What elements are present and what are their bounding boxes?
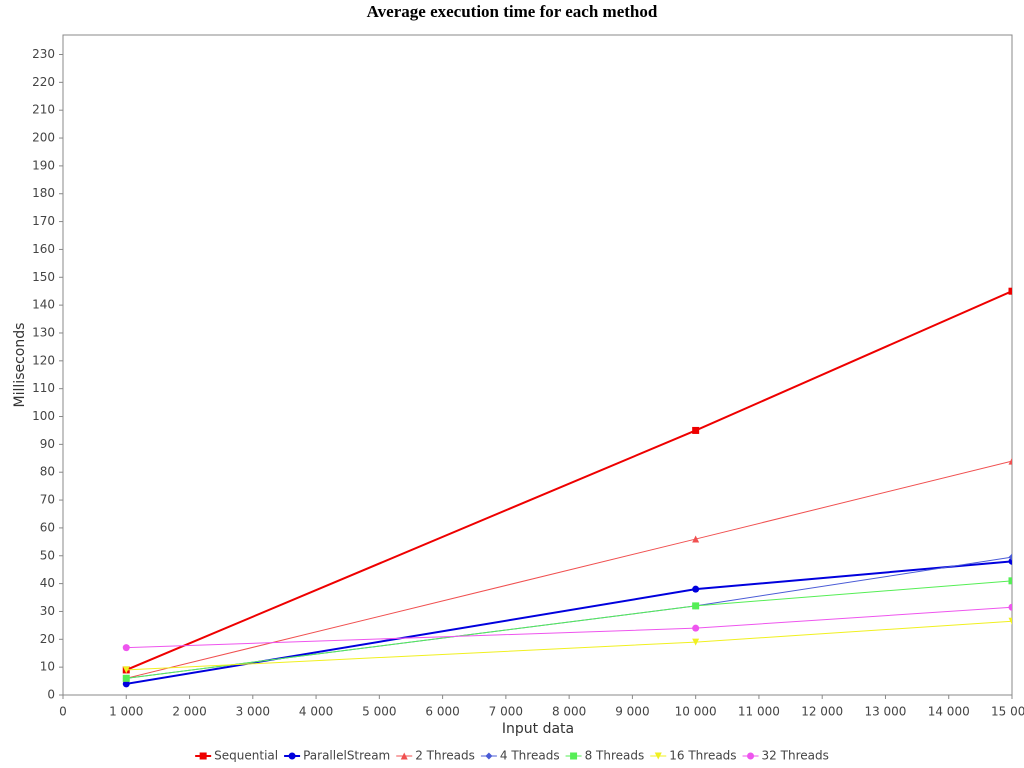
x-tick-label: 6 000 [425, 705, 459, 719]
x-tick-label: 11 000 [738, 705, 780, 719]
x-tick-label: 14 000 [928, 705, 970, 719]
y-tick-label: 160 [32, 242, 55, 256]
x-tick-label: 13 000 [864, 705, 906, 719]
data-point [692, 602, 700, 610]
y-tick-label: 110 [32, 381, 55, 395]
data-point [1008, 617, 1012, 625]
legend-marker [288, 752, 296, 760]
y-tick-label: 90 [40, 437, 55, 451]
data-point [692, 624, 700, 632]
y-tick-label: 200 [32, 131, 55, 145]
data-point [692, 585, 700, 593]
legend-label: 8 Threads [585, 749, 645, 763]
y-tick-label: 130 [32, 325, 55, 339]
legend-item: 2 Threads [396, 749, 475, 763]
y-tick-label: 50 [40, 548, 55, 562]
plot-content [122, 287, 1012, 688]
y-tick-label: 80 [40, 465, 55, 479]
x-tick-label: 10 000 [675, 705, 717, 719]
legend-marker [485, 752, 493, 760]
legend-label: 4 Threads [500, 749, 560, 763]
x-axis-title: Input data [502, 721, 574, 737]
x-tick-label: 7 000 [489, 705, 523, 719]
y-tick-label: 10 [40, 660, 55, 674]
legend-marker [747, 752, 755, 760]
legend-label: 16 Threads [669, 749, 736, 763]
legend-label: Sequential [214, 749, 278, 763]
data-point [122, 644, 130, 652]
data-point [1008, 457, 1012, 465]
legend-marker [400, 752, 408, 760]
y-tick-label: 210 [32, 103, 55, 117]
y-tick-label: 40 [40, 576, 55, 590]
x-tick-label: 0 [59, 705, 67, 719]
y-tick-label: 20 [40, 632, 55, 646]
data-point [122, 666, 130, 674]
legend-item: 4 Threads [480, 749, 560, 763]
legend-item: 32 Threads [742, 749, 829, 763]
legend-item: ParallelStream [284, 749, 390, 763]
data-point [1008, 553, 1012, 561]
x-tick-label: 9 000 [615, 705, 649, 719]
y-axis-title: Milliseconds [12, 323, 28, 408]
legend-item: 16 Threads [650, 749, 737, 763]
legend-label: 32 Threads [762, 749, 829, 763]
x-tick-label: 3 000 [236, 705, 270, 719]
x-tick-label: 15 000 [991, 705, 1024, 719]
data-point [1008, 603, 1012, 611]
legend-marker [570, 752, 578, 760]
x-tick-label: 2 000 [172, 705, 206, 719]
y-tick-label: 60 [40, 520, 55, 534]
y-tick-label: 120 [32, 353, 55, 367]
y-tick-label: 100 [32, 409, 55, 423]
x-tick-label: 1 000 [109, 705, 143, 719]
legend-marker [654, 752, 662, 760]
data-point [692, 535, 700, 543]
legend-label: 2 Threads [415, 749, 475, 763]
x-tick-label: 5 000 [362, 705, 396, 719]
y-tick-label: 140 [32, 298, 55, 312]
legend-item: Sequential [195, 749, 278, 763]
x-tick-label: 8 000 [552, 705, 586, 719]
y-tick-label: 0 [47, 688, 55, 702]
legend-marker [199, 752, 207, 760]
y-tick-label: 180 [32, 186, 55, 200]
x-tick-label: 4 000 [299, 705, 333, 719]
plot-area [62, 34, 1013, 696]
legend-item: 8 Threads [565, 749, 645, 763]
y-tick-label: 230 [32, 47, 55, 61]
data-point [692, 638, 700, 646]
x-tick-label: 12 000 [801, 705, 843, 719]
data-point [1008, 577, 1012, 585]
y-tick-label: 30 [40, 604, 55, 618]
data-point [122, 674, 130, 682]
y-tick-label: 70 [40, 493, 55, 507]
y-tick-label: 190 [32, 158, 55, 172]
chart-title: Average execution time for each method [367, 2, 658, 21]
legend-label: ParallelStream [303, 749, 390, 763]
data-point [692, 426, 700, 434]
data-point [1008, 287, 1012, 295]
y-tick-label: 220 [32, 75, 55, 89]
y-tick-label: 150 [32, 270, 55, 284]
data-point [122, 680, 130, 688]
y-tick-label: 170 [32, 214, 55, 228]
